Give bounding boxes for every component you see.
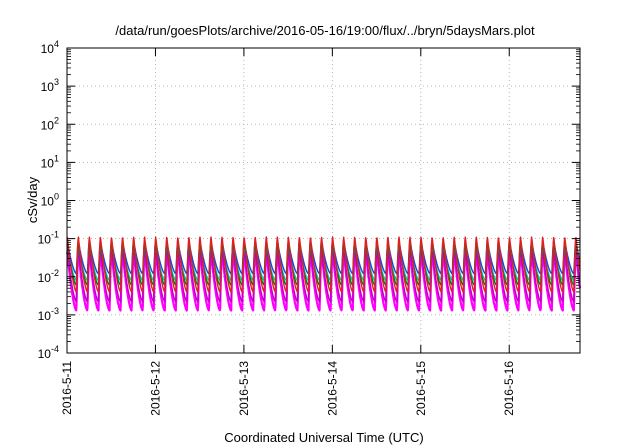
chart-title: /data/run/goesPlots/archive/2016-05-16/1… [115, 23, 535, 38]
x-tick-label: 2016-5-14 [325, 361, 339, 416]
x-axis-label: Coordinated Universal Time (UTC) [224, 430, 423, 445]
x-tick-label: 2016-5-12 [148, 361, 162, 416]
grid-lines [67, 48, 580, 353]
plot-frame [66, 47, 581, 354]
y-tick-label: 102 [41, 115, 59, 132]
series-line [66, 249, 581, 303]
y-tick-label: 10-2 [38, 268, 59, 285]
series-group [65, 236, 582, 312]
x-tick-label: 2016-5-11 [60, 361, 74, 415]
y-tick-labels: 10-4 10-3 10-2 10-1 100 101 102 103 104 [38, 39, 59, 361]
y-tick-label: 10-4 [38, 344, 59, 361]
y-tick-label: 10-3 [38, 306, 59, 323]
y-tick-label: 103 [41, 77, 59, 94]
x-tick-label: 2016-5-15 [414, 361, 428, 416]
y-axis-label: cSv/day [25, 176, 40, 223]
x-tick-label: 2016-5-16 [502, 361, 516, 416]
y-tick-label: 104 [41, 39, 59, 56]
y-tick-label: 100 [41, 192, 59, 209]
series-line [66, 236, 581, 293]
y-tick-label: 10-1 [38, 230, 59, 247]
x-tick-label: 2016-5-13 [237, 361, 251, 416]
axes [66, 47, 581, 354]
x-tick-labels: 2016-5-11 2016-5-12 2016-5-13 2016-5-14 2016… [60, 361, 516, 416]
y-tick-label: 101 [41, 153, 59, 170]
